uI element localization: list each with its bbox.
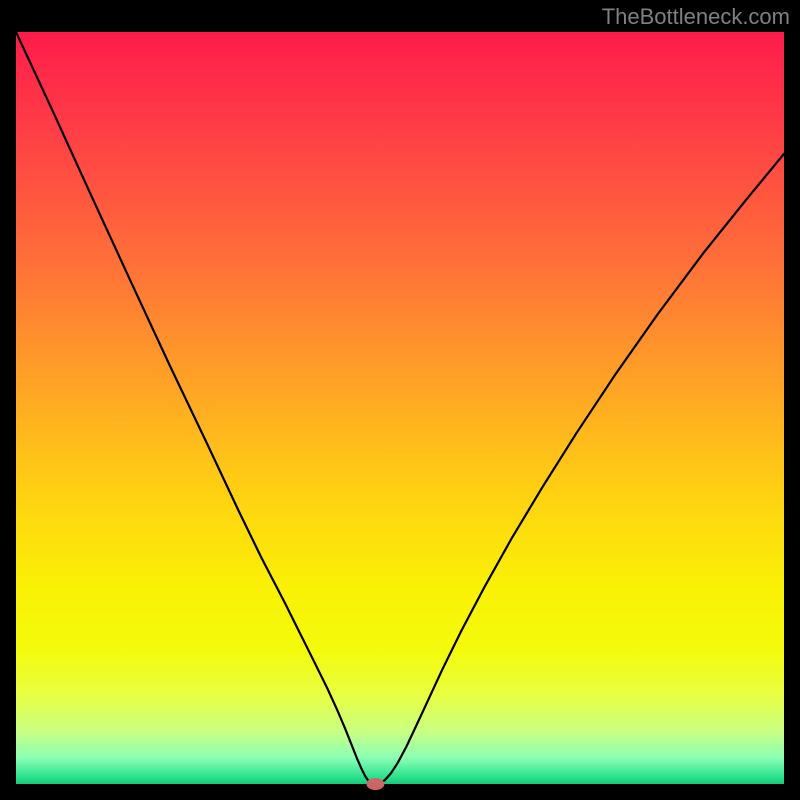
watermark-text: TheBottleneck.com: [602, 4, 790, 30]
chart-root: TheBottleneck.com: [0, 0, 800, 800]
chart-svg: [0, 0, 800, 800]
plot-background: [16, 32, 784, 784]
optimal-marker: [366, 778, 384, 790]
